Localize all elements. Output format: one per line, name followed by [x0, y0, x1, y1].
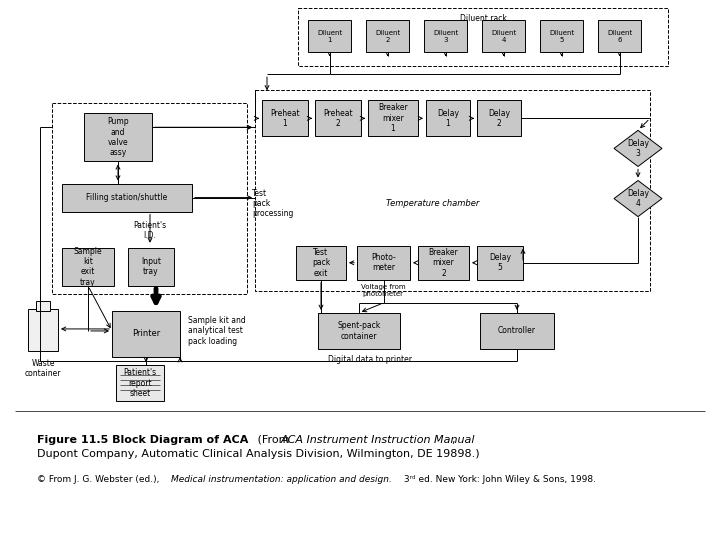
- Text: Diluent rack: Diluent rack: [459, 14, 506, 23]
- Bar: [52, 103, 247, 294]
- Text: Diluent
3: Diluent 3: [433, 30, 458, 43]
- Text: Delay
3: Delay 3: [627, 139, 649, 158]
- FancyBboxPatch shape: [315, 100, 361, 137]
- Text: Pump
and
valve
assy: Pump and valve assy: [107, 117, 129, 158]
- Text: Diluent
4: Diluent 4: [491, 30, 516, 43]
- FancyBboxPatch shape: [357, 246, 410, 280]
- Bar: [28, 309, 58, 351]
- Text: Photo-
meter: Photo- meter: [371, 253, 396, 273]
- FancyBboxPatch shape: [598, 20, 641, 52]
- FancyBboxPatch shape: [477, 100, 521, 137]
- Text: Voltage from
photometer: Voltage from photometer: [361, 284, 405, 297]
- Text: Breaker
mixer
2: Breaker mixer 2: [428, 248, 459, 278]
- Text: Sample
kit
exit
tray: Sample kit exit tray: [73, 247, 102, 287]
- Text: Spent-pack
container: Spent-pack container: [338, 321, 381, 341]
- Text: Diluent
1: Diluent 1: [317, 30, 342, 43]
- Text: Dupont Company, Automatic Clinical Analysis Division, Wilmington, DE 19898.): Dupont Company, Automatic Clinical Analy…: [37, 449, 480, 460]
- FancyBboxPatch shape: [296, 246, 346, 280]
- FancyBboxPatch shape: [262, 100, 308, 137]
- Text: ACA Instrument Instruction Manual: ACA Instrument Instruction Manual: [281, 435, 475, 445]
- Text: Sample kit and
analytical test
pack loading: Sample kit and analytical test pack load…: [188, 316, 246, 346]
- Text: Patient's
report
sheet: Patient's report sheet: [123, 368, 156, 398]
- Text: Printer: Printer: [132, 329, 160, 339]
- Text: Digital data to printer: Digital data to printer: [328, 355, 412, 364]
- Bar: [298, 8, 668, 66]
- Text: Delay
1: Delay 1: [437, 109, 459, 128]
- Text: ,: ,: [451, 435, 455, 445]
- Text: Waste
container: Waste container: [24, 359, 61, 379]
- FancyBboxPatch shape: [62, 248, 114, 286]
- FancyBboxPatch shape: [366, 20, 409, 52]
- Text: (From: (From: [254, 435, 293, 445]
- Text: Filling station/shuttle: Filling station/shuttle: [86, 193, 168, 202]
- FancyBboxPatch shape: [540, 20, 583, 52]
- FancyBboxPatch shape: [477, 246, 523, 280]
- FancyBboxPatch shape: [482, 20, 525, 52]
- FancyBboxPatch shape: [368, 100, 418, 137]
- FancyBboxPatch shape: [418, 246, 469, 280]
- Text: Delay
4: Delay 4: [627, 189, 649, 208]
- FancyBboxPatch shape: [426, 100, 470, 137]
- Text: Diluent
6: Diluent 6: [607, 30, 632, 43]
- Text: Temperature chamber: Temperature chamber: [386, 199, 480, 207]
- FancyBboxPatch shape: [424, 20, 467, 52]
- Bar: [36, 301, 50, 311]
- Text: Diluent
2: Diluent 2: [375, 30, 400, 43]
- Text: 3ʳᵈ ed. New York: John Wiley & Sons, 1998.: 3ʳᵈ ed. New York: John Wiley & Sons, 199…: [401, 475, 596, 484]
- FancyBboxPatch shape: [116, 365, 164, 401]
- Text: Delay
5: Delay 5: [489, 253, 511, 273]
- Text: Test
pack
exit: Test pack exit: [312, 248, 330, 278]
- FancyBboxPatch shape: [62, 184, 192, 212]
- FancyBboxPatch shape: [308, 20, 351, 52]
- Polygon shape: [614, 180, 662, 217]
- FancyBboxPatch shape: [84, 113, 152, 161]
- FancyBboxPatch shape: [480, 313, 554, 349]
- Text: Input
tray: Input tray: [141, 257, 161, 276]
- Text: Medical instrumentation: application and design.: Medical instrumentation: application and…: [171, 475, 392, 484]
- Text: Diluent
5: Diluent 5: [549, 30, 574, 43]
- Text: Test
pack
processing: Test pack processing: [252, 188, 293, 218]
- Text: Patient's
I.D.: Patient's I.D.: [133, 221, 166, 240]
- Text: Delay
2: Delay 2: [488, 109, 510, 128]
- FancyBboxPatch shape: [318, 313, 400, 349]
- Polygon shape: [614, 130, 662, 166]
- Text: Controller: Controller: [498, 327, 536, 335]
- Text: Figure 11.5 Block Diagram of ACA: Figure 11.5 Block Diagram of ACA: [37, 435, 249, 445]
- Bar: [255, 90, 650, 291]
- Text: Preheat
2: Preheat 2: [323, 109, 353, 128]
- Text: Breaker
mixer
1: Breaker mixer 1: [378, 104, 408, 133]
- FancyBboxPatch shape: [112, 311, 180, 357]
- FancyBboxPatch shape: [128, 248, 174, 286]
- Text: Preheat
1: Preheat 1: [270, 109, 300, 128]
- Text: © From J. G. Webster (ed.),: © From J. G. Webster (ed.),: [37, 475, 163, 484]
